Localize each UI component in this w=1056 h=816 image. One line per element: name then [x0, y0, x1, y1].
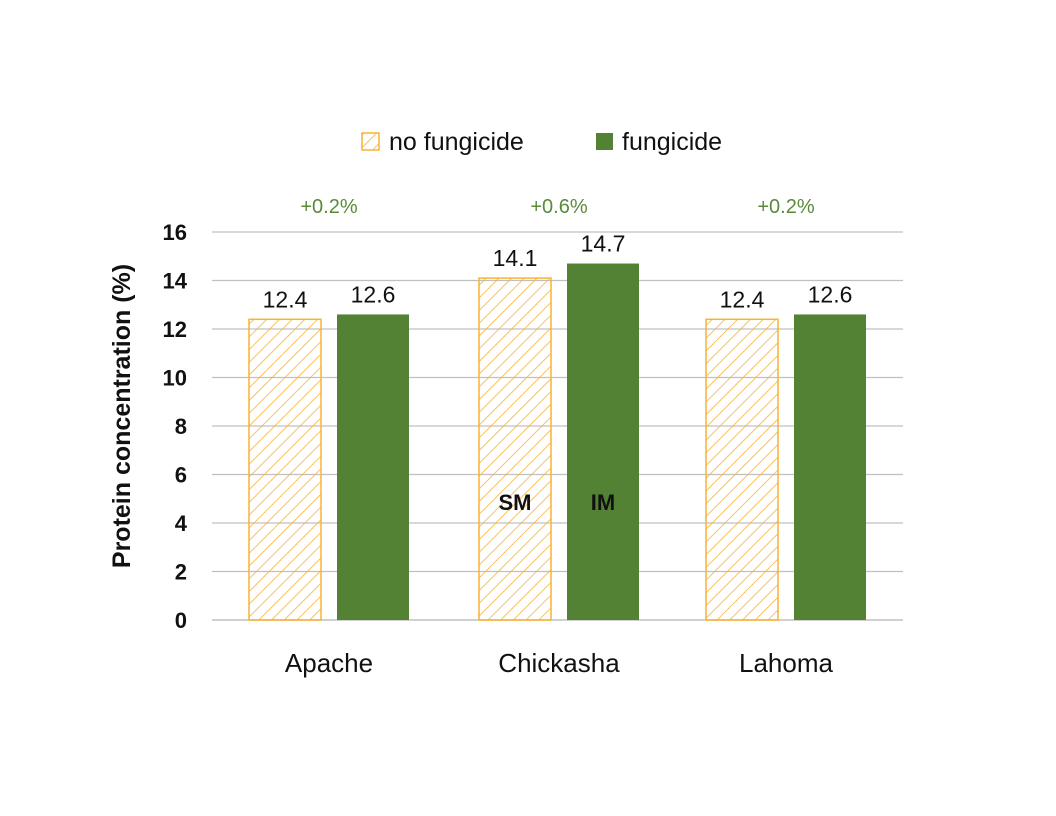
labels: 12.4 12.6 Apache +0.2% 14.1 14.7 Chickasha +0.6…	[263, 196, 853, 678]
value-label: 12.4	[263, 286, 308, 312]
y-tick-label: 4	[175, 511, 188, 536]
y-tick-label: 6	[175, 463, 187, 488]
gridlines	[212, 231, 903, 621]
y-tick-label: 10	[163, 366, 187, 391]
bar-no-fungicide	[248, 318, 322, 621]
y-tick-label: 8	[175, 414, 187, 439]
value-label: 14.1	[493, 245, 538, 271]
category-label: Chickasha	[498, 648, 620, 678]
bar-no-fungicide	[478, 277, 552, 621]
legend-hatch-swatch-icon	[361, 132, 380, 151]
bar-fungicide	[567, 263, 639, 620]
y-tick-label: 12	[163, 317, 187, 342]
in-bar-label: IM	[591, 490, 615, 515]
legend-solid-swatch-icon	[596, 133, 613, 150]
y-tick-label: 14	[163, 269, 188, 294]
y-tick-label: 2	[175, 560, 187, 585]
value-label: 12.6	[351, 281, 396, 307]
bar-no-fungicide	[705, 318, 779, 621]
category-label: Apache	[285, 648, 373, 678]
legend-label-fungicide: fungicide	[622, 128, 722, 156]
value-label: 14.7	[581, 231, 626, 257]
bars	[248, 263, 866, 621]
y-tick-label: 0	[175, 608, 187, 633]
bar-fungicide	[794, 314, 866, 620]
in-bar-label: SM	[499, 490, 532, 515]
difference-annotation: +0.2%	[757, 196, 814, 218]
value-label: 12.4	[720, 286, 765, 312]
legend-label-no-fungicide: no fungicide	[389, 128, 524, 156]
legend: no fungicide fungicide	[361, 128, 722, 156]
difference-annotation: +0.2%	[300, 196, 357, 218]
value-label: 12.6	[808, 281, 853, 307]
y-axis: 0 2 4 6 8 10 12 14 16 Protein concentration (%)	[108, 220, 188, 633]
bar-fungicide	[337, 314, 409, 620]
y-tick-label: 16	[163, 220, 187, 245]
difference-annotation: +0.6%	[530, 196, 587, 218]
category-label: Lahoma	[739, 648, 833, 678]
y-axis-title: Protein concentration (%)	[108, 264, 136, 568]
